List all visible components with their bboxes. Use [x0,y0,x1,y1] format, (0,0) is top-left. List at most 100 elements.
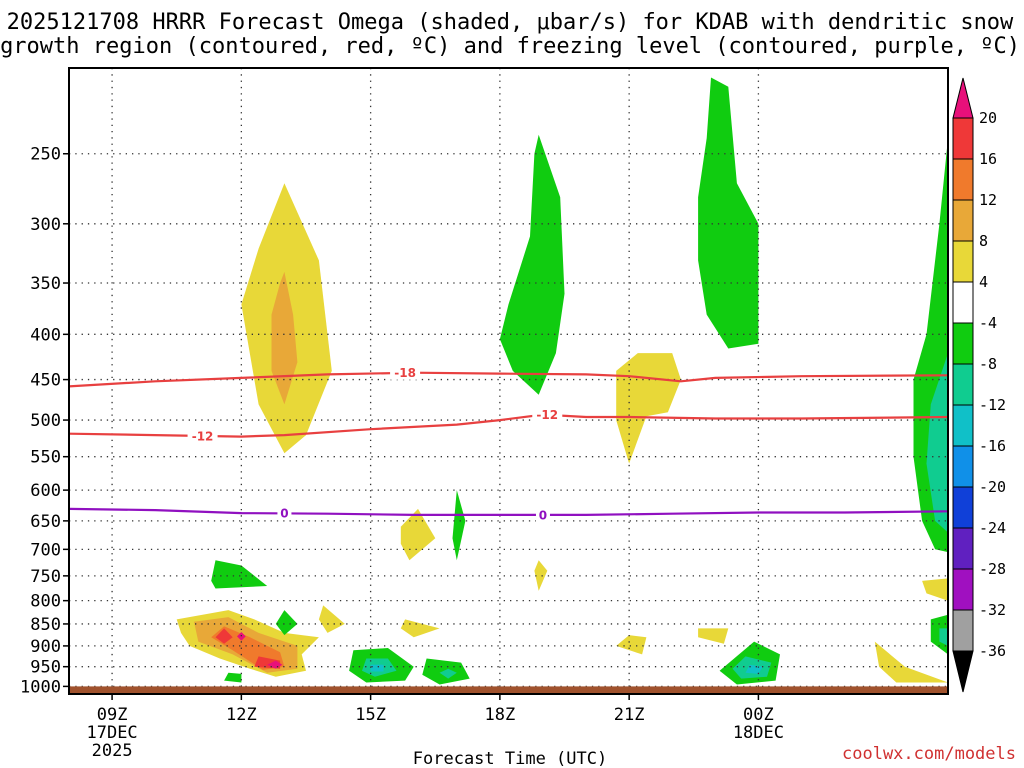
omega-region-35 [224,672,242,683]
y-tick-label-550: 550 [30,448,61,468]
omega-region-8 [452,490,466,561]
y-tick-label-950: 950 [30,658,61,678]
contour-label-1: -12 [192,429,214,443]
omega-region-7 [400,508,436,561]
colorbar-segment-12 [952,568,974,611]
colorbar-segment-11 [952,527,974,570]
x-tick-label-18Z: 18Z [485,705,516,725]
colorbar-label-2: 12 [979,191,997,209]
colorbar-segment-9 [952,445,974,488]
colorbar-label-7: -12 [979,396,1006,414]
colorbar-label-12: -32 [979,601,1006,619]
ground-band [69,686,948,694]
colorbar: 20 16 12 8 4 -4 -8 -12 -16 -20 -24 -28 -32 -36 [952,77,1006,693]
y-tick-label-900: 900 [30,637,61,657]
colorbar-label-5: -4 [979,314,997,332]
colorbar-label-9: -20 [979,478,1006,496]
colorbar-label-10: -24 [979,519,1006,537]
credit-text: coolwx.com/models [842,744,1016,764]
contour-label-bg-4 [535,507,550,522]
omega-region-19 [275,610,298,636]
omega-region-11 [922,578,948,601]
colorbar-segment-13 [952,609,974,652]
plot-area: -18 -12 -12 0 0 [69,68,948,694]
chart-title-line-1: 2025121708 HRRR Forecast Omega (shaded, … [7,10,1014,35]
y-tick-label-700: 700 [30,540,61,560]
y-tick-label-850: 850 [30,615,61,635]
colorbar-label-6: -8 [979,355,997,373]
x-tick-sublabel-00Z-0: 18DEC [733,723,784,743]
omega-region-21 [400,619,440,638]
x-tick-label-09Z: 09Z [97,705,128,725]
y-tick-label-300: 300 [30,215,61,235]
omega-region-10 [211,560,268,589]
omega-region-15 [215,628,233,644]
colorbar-segment-7 [952,363,974,406]
chart-title-line-2: growth region (contoured, red, ºC) and f… [0,34,1020,59]
omega-region-24 [874,641,948,683]
x-tick-label-21Z: 21Z [614,705,645,725]
colorbar-label-1: 16 [979,150,997,168]
x-tick-sublabel-09Z-1: 2025 [92,741,133,761]
x-tick-label-12Z: 12Z [226,705,257,725]
omega-region-29 [439,668,457,679]
colorbar-label-4: 4 [979,273,988,291]
contour-label-0: -18 [394,366,416,380]
contour-line--18 [69,371,948,388]
omega-region-18 [237,632,246,641]
contour-label-bg-0 [390,365,421,380]
omega-region-3 [698,77,759,349]
omega-region-9 [534,560,548,591]
omega-region-2 [499,134,565,395]
y-tick-label-600: 600 [30,481,61,501]
colorbar-segment-8 [952,404,974,447]
x-tick-sublabel-09Z-0: 17DEC [86,723,137,743]
y-tick-label-250: 250 [30,145,61,165]
contour-label-3: 0 [280,507,288,521]
x-tick-label-00Z: 00Z [743,705,774,725]
contour-lines: -18 -12 -12 0 0 [69,365,948,522]
omega-region-34 [939,628,948,646]
contour-line-0 [69,507,948,516]
contour-label-4: 0 [539,508,547,522]
grid-lines [69,68,948,694]
omega-region-17 [267,660,283,669]
omega-region-23 [698,628,729,644]
y-tick-label-350: 350 [30,274,61,294]
y-tick-label-450: 450 [30,371,61,391]
colorbar-segment-5 [952,281,974,324]
contour-label-bg-1 [187,428,218,443]
y-axis-ticks: 2503003504004505005506006507007508008509… [20,145,69,697]
colorbar-segment-3 [952,199,974,242]
omega-region-5 [926,353,948,533]
y-tick-label-1000: 1000 [20,677,61,697]
y-tick-label-650: 650 [30,512,61,532]
contour-label-2: -12 [536,408,558,422]
contour-label-bg-2 [532,407,563,422]
colorbar-bottom-triangle [952,650,974,693]
colorbar-segment-2 [952,158,974,201]
y-tick-label-400: 400 [30,325,61,345]
colorbar-label-0: 20 [979,109,997,127]
colorbar-label-13: -36 [979,642,1006,660]
colorbar-segment-6 [952,322,974,365]
omega-region-22 [616,635,647,655]
omega-region-6 [616,353,681,464]
omega-region-1 [271,271,298,405]
x-axis-label: Forecast Time (UTC) [413,749,607,768]
contour-label-bg-3 [277,506,292,521]
colorbar-segment-10 [952,486,974,529]
y-tick-label-750: 750 [30,567,61,587]
y-tick-label-500: 500 [30,411,61,431]
plot-frame [68,67,949,695]
colorbar-label-8: -16 [979,437,1006,455]
colorbar-segment-4 [952,240,974,283]
colorbar-label-3: 8 [979,232,988,250]
omega-shaded-regions [176,77,948,685]
y-tick-label-800: 800 [30,592,61,612]
colorbar-top-triangle [952,77,974,119]
colorbar-segment-1 [952,117,974,160]
